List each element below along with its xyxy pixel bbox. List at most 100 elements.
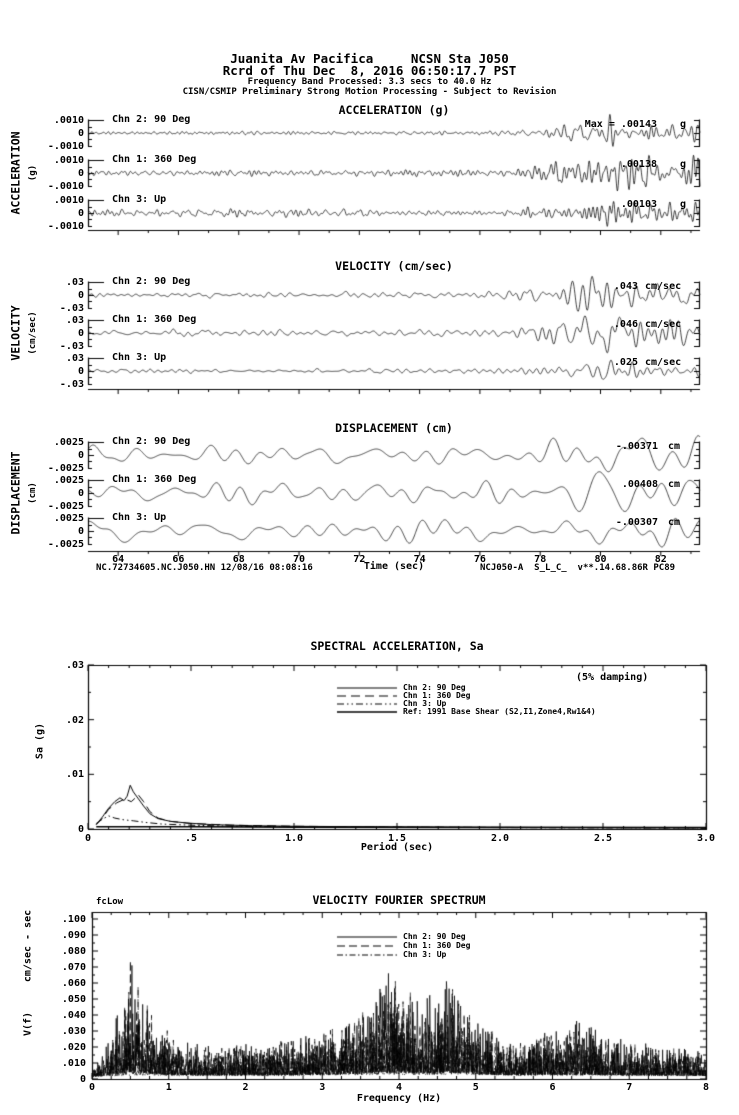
ytick-label: -.0025 — [47, 539, 84, 550]
peak-unit-label: cm — [668, 517, 681, 528]
ytick-label: .0025 — [53, 437, 84, 448]
sa-xtick-label: .5 — [184, 833, 198, 844]
fourier-ytick-label: .080 — [61, 946, 86, 957]
period-axis-caption: Period (sec) — [360, 842, 434, 853]
ytick-label: .0025 — [53, 513, 84, 524]
channel-label: Chn 1: 360 Deg — [112, 314, 197, 325]
record-date-line: Rcrd of Thu Dec 8, 2016 06:50:17.7 PST — [222, 63, 517, 78]
ytick-label: 0 — [77, 208, 84, 219]
sa-xtick-label: 1.0 — [284, 833, 304, 844]
frequency-axis-caption: Frequency (Hz) — [356, 1093, 442, 1104]
channel-label: Chn 1: 360 Deg — [112, 154, 197, 165]
fourier-ytick-label: .100 — [61, 914, 86, 925]
peak-value-label: -.00371 — [615, 441, 658, 452]
sa-xtick-label: 3.0 — [696, 833, 716, 844]
peak-unit-label: cm/sec — [645, 319, 682, 330]
time-xtick-label: 70 — [293, 554, 306, 565]
ytick-label: .0010 — [53, 115, 84, 126]
fourier-xtick-label: 7 — [626, 1082, 633, 1093]
time-xtick-label: 74 — [413, 554, 426, 565]
ytick-label: -.0025 — [47, 501, 84, 512]
ytick-label: 0 — [77, 290, 84, 301]
sa-legend-entry: Chn 3: Up — [403, 699, 447, 708]
fourier-ytick-label: .030 — [61, 1026, 86, 1037]
channel-label: Chn 3: Up — [112, 512, 167, 523]
fourier-ytick-label: .070 — [61, 962, 86, 973]
sa-xtick-label: 2.0 — [490, 833, 510, 844]
fourier-xtick-label: 1 — [165, 1082, 172, 1093]
fourier-legend-entry: Chn 1: 360 Deg — [403, 941, 471, 950]
ytick-label: 0 — [77, 366, 84, 377]
sa-legend-entry: Chn 2: 90 Deg — [403, 683, 466, 692]
ytick-label: .0010 — [53, 155, 84, 166]
channel-label: Chn 2: 90 Deg — [112, 436, 191, 447]
time-xtick-label: 64 — [112, 554, 125, 565]
time-xtick-label: 68 — [232, 554, 245, 565]
fourier-ytick-label: .050 — [61, 994, 86, 1005]
fourier-spectrum-title: VELOCITY FOURIER SPECTRUM — [312, 893, 486, 907]
ytick-label: -.0010 — [47, 181, 84, 192]
fourier-xtick-label: 8 — [702, 1082, 710, 1093]
acceleration-plot-title: ACCELERATION (g) — [338, 103, 450, 117]
peak-value-label: .00408 — [621, 479, 658, 490]
channel-label: Chn 1: 360 Deg — [112, 474, 197, 485]
channel-label: Chn 3: Up — [112, 352, 167, 363]
fourier-ytick-label: .020 — [61, 1042, 86, 1053]
time-xtick-label: 76 — [473, 554, 486, 565]
sa-axis-label: Sa (g) — [34, 722, 46, 760]
channel-label: Chn 3: Up — [112, 194, 167, 205]
time-xtick-label: 80 — [594, 554, 607, 565]
ytick-label: 0 — [77, 526, 84, 537]
fourier-xtick-label: 4 — [395, 1082, 403, 1093]
ytick-label: -.0010 — [47, 221, 84, 232]
time-xtick-label: 66 — [172, 554, 185, 565]
channel-label: Chn 2: 90 Deg — [112, 114, 191, 125]
peak-value-label: .00103 — [620, 199, 657, 210]
processing-note-line: CISN/CSMIP Preliminary Strong Motion Pro… — [182, 87, 557, 97]
fclow-annotation: fcLow — [96, 897, 124, 907]
station-name-line: Juanita Av Pacifica NCSN Sta J050 — [230, 51, 509, 66]
peak-value-label: -.00307 — [615, 517, 658, 528]
fourier-legend-entry: Chn 2: 90 Deg — [403, 932, 466, 941]
ytick-label: 0 — [77, 128, 84, 139]
fourier-xtick-label: 6 — [549, 1082, 556, 1093]
fourier-xtick-label: 0 — [88, 1082, 96, 1093]
velocity-plot-title: VELOCITY (cm/sec) — [335, 259, 453, 273]
ytick-label: 0 — [77, 450, 84, 461]
time-axis-caption: Time (sec) — [363, 561, 425, 572]
fourier-ytick-label: 0 — [79, 1074, 86, 1085]
acceleration-axis-label: ACCELERATION — [8, 131, 23, 215]
fourier-xtick-label: 2 — [242, 1082, 249, 1093]
peak-unit-label: g — [680, 199, 687, 210]
peak-value-label: .00138 — [620, 159, 657, 170]
ytick-label: 0 — [77, 488, 84, 499]
fourier-xtick-label: 3 — [319, 1082, 326, 1093]
displacement-plot-title: DISPLACEMENT (cm) — [335, 421, 453, 435]
spectral-acceleration-title: SPECTRAL ACCELERATION, Sa — [310, 639, 484, 653]
fourier-xtick-label: 5 — [472, 1082, 479, 1093]
ytick-label: 0 — [77, 328, 84, 339]
peak-value-label: .025 — [613, 357, 638, 368]
sa-ytick-label: .01 — [65, 769, 84, 781]
peak-unit-label: g — [680, 159, 687, 170]
sa-ytick-label: 0 — [77, 824, 84, 835]
sa-legend-entry: Ref: 1991 Base Shear (S2,I1,Zone4,Rw1&4) — [403, 707, 596, 716]
ytick-label: .03 — [65, 353, 84, 364]
fourier-ytick-label: .090 — [61, 930, 86, 941]
time-xtick-label: 78 — [534, 554, 547, 565]
fourier-ytick-label: .010 — [61, 1058, 86, 1069]
peak-unit-label: cm/sec — [645, 281, 682, 292]
sa-xtick-label: 1.5 — [387, 833, 407, 844]
frequency-band-line: Frequency Band Processed: 3.3 secs to 40… — [247, 77, 492, 87]
record-id-footer: NC.72734605.NC.J050.HN 12/08/16 08:08:16 — [96, 563, 313, 573]
sa-ytick-label: .02 — [65, 714, 84, 726]
ytick-label: -.03 — [59, 341, 84, 352]
time-xtick-label: 82 — [654, 554, 667, 565]
ytick-label: -.0010 — [47, 141, 84, 152]
peak-unit-label: cm — [668, 441, 681, 452]
ytick-label: .0010 — [53, 195, 84, 206]
fourier-ytick-label: .060 — [61, 978, 86, 989]
processing-version-footer: NCJ050-A S_L_C_ v**.14.68.86R PC89 — [480, 563, 676, 573]
